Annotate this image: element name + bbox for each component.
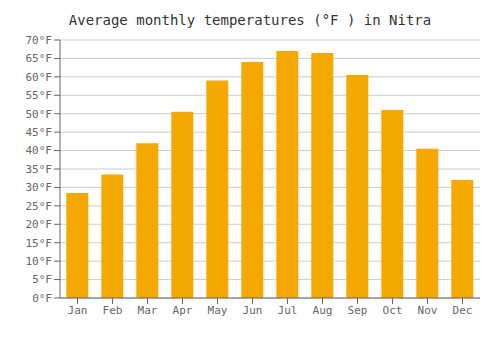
- svg-text:45°F: 45°F: [26, 126, 53, 139]
- svg-text:Jul: Jul: [278, 304, 298, 317]
- svg-text:70°F: 70°F: [26, 34, 53, 47]
- svg-text:Nov: Nov: [418, 304, 438, 317]
- svg-text:Aug: Aug: [313, 304, 333, 317]
- svg-text:20°F: 20°F: [26, 218, 53, 231]
- svg-text:Jan: Jan: [68, 304, 88, 317]
- svg-text:30°F: 30°F: [26, 181, 53, 194]
- svg-text:35°F: 35°F: [26, 163, 53, 176]
- svg-text:Jun: Jun: [243, 304, 263, 317]
- svg-text:May: May: [208, 304, 228, 317]
- svg-text:65°F: 65°F: [26, 52, 53, 65]
- svg-text:10°F: 10°F: [26, 255, 53, 268]
- svg-text:15°F: 15°F: [26, 237, 53, 250]
- svg-text:Oct: Oct: [383, 304, 403, 317]
- svg-text:60°F: 60°F: [26, 71, 53, 84]
- svg-text:0°F: 0°F: [32, 292, 52, 305]
- svg-text:25°F: 25°F: [26, 200, 53, 213]
- svg-text:50°F: 50°F: [26, 108, 53, 121]
- svg-text:Mar: Mar: [138, 304, 158, 317]
- svg-text:Dec: Dec: [453, 304, 473, 317]
- svg-text:Apr: Apr: [173, 304, 193, 317]
- svg-text:40°F: 40°F: [26, 144, 53, 157]
- svg-text:55°F: 55°F: [26, 89, 53, 102]
- svg-text:Sep: Sep: [348, 304, 368, 317]
- svg-text:5°F: 5°F: [32, 273, 52, 286]
- html-text:Average monthly temperatures (: Average monthly temperatures (°F ) in Ni…: [68, 12, 432, 28]
- svg-text:Feb: Feb: [103, 304, 123, 317]
